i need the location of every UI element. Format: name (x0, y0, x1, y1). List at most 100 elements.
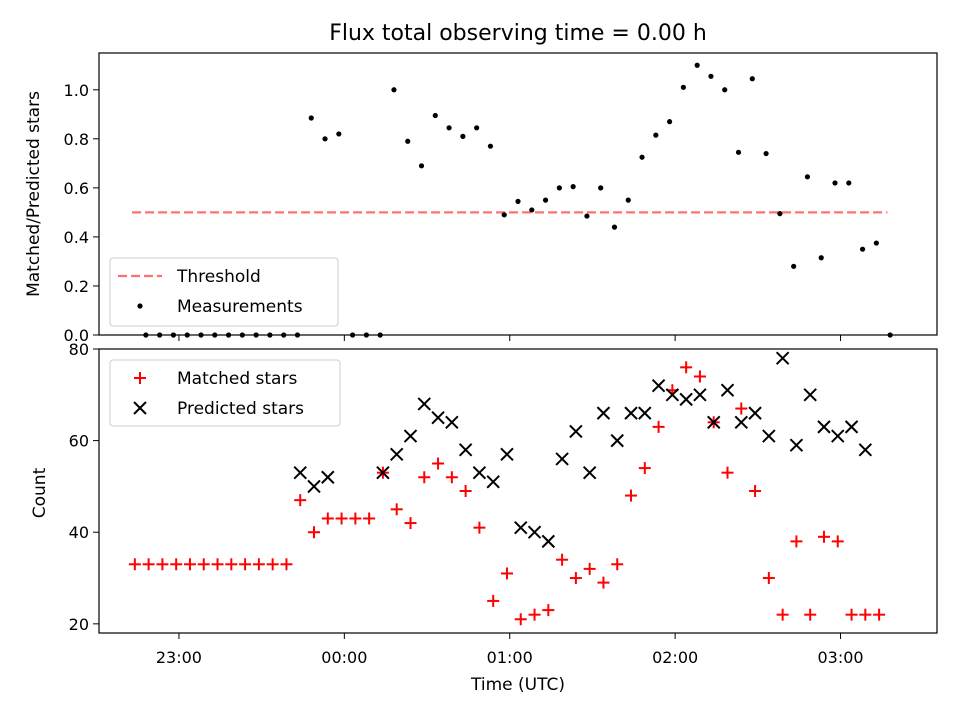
predicted-star-point (390, 447, 404, 462)
measurement-point (598, 185, 604, 191)
matched-star-point (445, 471, 458, 484)
measurement-point (804, 174, 811, 180)
matched-star-point (404, 517, 417, 530)
ratio-x-ticks (178, 335, 842, 341)
count-panel-frame (98, 348, 938, 634)
measurements-legend-swatch (137, 303, 143, 309)
x-axis-label: Time (UTC) (470, 675, 565, 695)
predicted-x-b (486, 475, 500, 489)
measurement-point (405, 138, 411, 144)
matched-star-point (252, 558, 265, 571)
matched-star-point (197, 558, 210, 571)
measurement-point (322, 136, 328, 142)
measurement-point (529, 207, 535, 213)
matched-star-point (680, 361, 693, 374)
measurement-point (818, 255, 824, 261)
predicted-star-point (582, 465, 597, 480)
measurement-point (680, 84, 686, 90)
ratio-y-axis: 0.0 0.2 0.4 0.6 0.8 1.0 (64, 81, 99, 345)
legend-threshold-label: Threshold (176, 267, 261, 287)
matched-star-point (363, 512, 376, 525)
count-y-tick-label: 80 (69, 340, 89, 359)
predicted-x-b (321, 470, 335, 484)
predicted-x-b (803, 388, 817, 402)
matched-star-point (804, 608, 817, 621)
predicted-legend-swatch (133, 401, 147, 415)
predicted-x-b (307, 479, 321, 494)
predicted-x-b (638, 406, 652, 420)
predicted-x-b (707, 415, 721, 429)
predicted-x-b (762, 429, 776, 443)
measurement-point (667, 119, 673, 125)
predicted-x-b (817, 420, 831, 434)
predicted-x-b (651, 378, 666, 393)
measurement-point (777, 211, 783, 217)
matched-star-point (432, 457, 445, 470)
measurement-point (515, 198, 521, 204)
predicted-star-point (651, 378, 666, 393)
predicted-star-point (514, 520, 528, 535)
predicted-star-point (844, 420, 859, 434)
predicted-star-point (527, 525, 542, 539)
matched-star-point (652, 420, 665, 433)
count-y-tick-label: 20 (69, 615, 89, 634)
predicted-x-b (624, 406, 638, 420)
predicted-x-b (693, 388, 707, 402)
chart-title: Flux total observing time = 0.00 h (329, 21, 707, 46)
predicted-star-point (638, 406, 652, 420)
predicted-x-b (679, 392, 693, 407)
predicted-star-point (693, 388, 707, 402)
matched-star-point (321, 512, 334, 525)
predicted-x-b (514, 520, 528, 535)
predicted-x-b (445, 415, 459, 429)
measurement-point (859, 246, 866, 252)
matched-star-point (418, 471, 431, 484)
matched-star-point (239, 558, 252, 571)
predicted-star-point (720, 383, 735, 397)
count-y-axis-label: Count (30, 467, 50, 518)
matched-star-point (762, 572, 775, 585)
count-y-tick-label: 40 (69, 523, 89, 542)
matched-star-point (514, 613, 527, 626)
predicted-star-point (417, 397, 431, 411)
measurement-point (418, 163, 425, 169)
predicted-x-b (748, 406, 762, 420)
matched-star-point (335, 512, 348, 525)
x-tick-label: 00:00 (321, 648, 367, 667)
matched-star-point (128, 558, 141, 571)
predicted-x-b (500, 447, 514, 462)
matched-star-point (597, 576, 610, 589)
measurement-point (791, 263, 797, 269)
matched-star-point (693, 370, 706, 383)
matched-star-point (170, 558, 183, 571)
matched-star-point (831, 535, 844, 548)
predicted-star-point (376, 465, 390, 480)
count-y-tick-label: 60 (69, 432, 89, 451)
predicted-x-b (720, 383, 735, 397)
matched-star-point (556, 553, 569, 566)
predicted-x-b (541, 534, 556, 549)
legend-predicted-label: Predicted stars (177, 399, 304, 419)
ratio-legend: Threshold Measurements (109, 257, 339, 327)
matched-star-point (459, 485, 472, 497)
predicted-x-b (734, 415, 748, 429)
count-x-axis: 23:00 00:00 01:00 02:00 03:00 (156, 633, 864, 667)
measurement-point (735, 149, 742, 155)
predicted-star-point (789, 438, 804, 452)
count-marks (128, 351, 886, 626)
measurement-point (556, 185, 562, 191)
ratio-panel-frame (98, 52, 938, 336)
ratio-y-axis-label: Matched/Predicted stars (24, 91, 44, 297)
predicted-star-point (486, 475, 500, 489)
predicted-star-point (445, 415, 459, 429)
measurement-point (832, 180, 838, 186)
matched-star-point (583, 562, 596, 575)
matched-star-point (211, 558, 224, 571)
predicted-x-b (582, 465, 597, 480)
predicted-x-b (569, 424, 583, 439)
ratio-y-tick-label: 0.6 (64, 179, 89, 198)
matched-star-point (873, 608, 886, 621)
predicted-star-point (472, 465, 487, 480)
matched-star-point (266, 558, 279, 571)
matched-star-point (790, 535, 803, 548)
